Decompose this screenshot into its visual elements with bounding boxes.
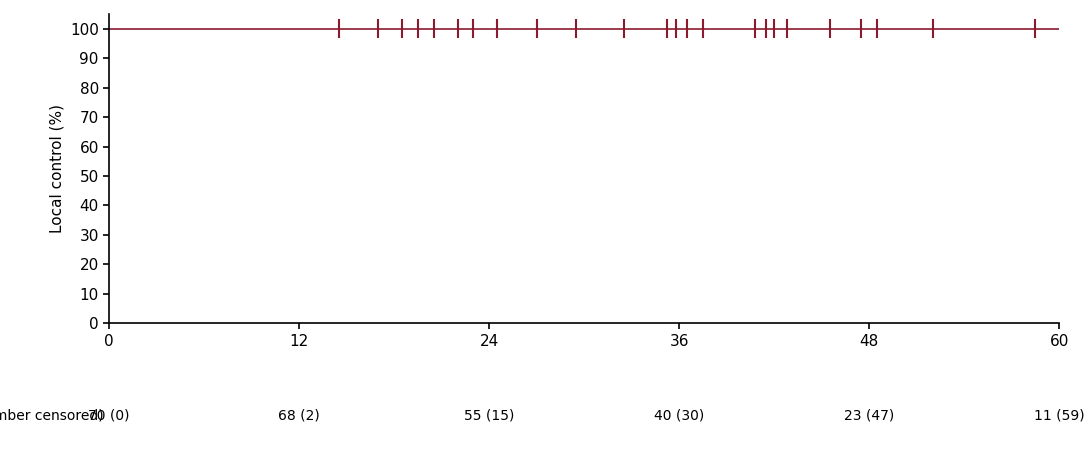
Y-axis label: Local control (%): Local control (%) bbox=[49, 104, 64, 233]
Text: 23 (47): 23 (47) bbox=[844, 409, 894, 423]
Text: 11 (59): 11 (59) bbox=[1034, 409, 1084, 423]
Text: 40 (30): 40 (30) bbox=[654, 409, 704, 423]
Text: 55 (15): 55 (15) bbox=[464, 409, 514, 423]
Text: 68 (2): 68 (2) bbox=[278, 409, 320, 423]
Text: Number at risk (number censored): Number at risk (number censored) bbox=[0, 409, 104, 423]
Text: 70 (0): 70 (0) bbox=[88, 409, 130, 423]
